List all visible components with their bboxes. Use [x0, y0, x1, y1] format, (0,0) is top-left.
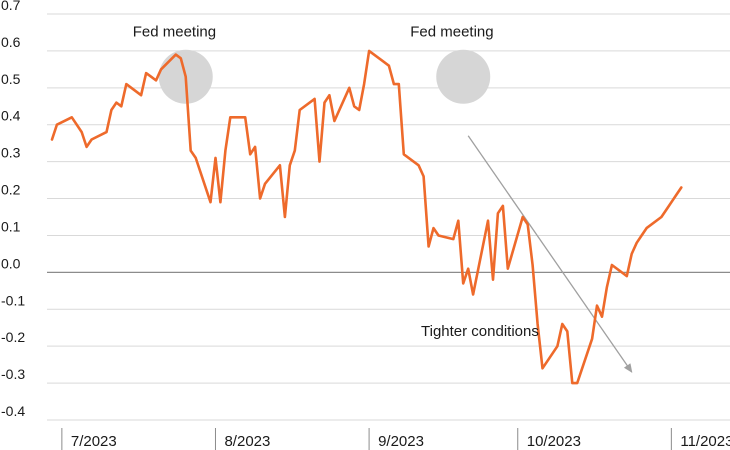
- x-tick-label: 8/2023: [224, 433, 270, 450]
- tighter-conditions-arrow: [467, 135, 633, 373]
- y-tick-label: 0.5: [1, 71, 21, 87]
- y-tick-label: -0.3: [1, 366, 25, 382]
- series-line: [50, 49, 683, 385]
- y-tick-label: -0.4: [1, 403, 25, 419]
- fed-meeting-label: Fed meeting: [133, 24, 216, 41]
- x-axis-ticks: 7/2023 8/2023 9/2023 10/2023 11/2023: [61, 428, 730, 450]
- tighter-conditions-label: Tighter conditions: [421, 323, 539, 340]
- y-tick-label: 0.6: [1, 34, 21, 50]
- trend-arrow: [467, 135, 633, 373]
- series-line-path: [50, 49, 683, 385]
- x-tick-label: 11/2023: [680, 433, 730, 450]
- y-tick-label: 0.1: [1, 218, 21, 234]
- fed-meeting-highlight: [436, 49, 491, 104]
- y-tick-label: -0.1: [1, 292, 25, 308]
- y-axis-tick-labels: 0.7 0.6 0.5 0.4 0.3 0.2 0.1 0.0 -0.1 -0.2 -0.3 -0.4: [1, 0, 25, 419]
- y-tick-label: 0.0: [1, 255, 21, 271]
- y-tick-label: 0.4: [1, 108, 21, 124]
- y-tick-label: -0.2: [1, 329, 25, 345]
- y-tick-label: 0.3: [1, 145, 21, 161]
- x-tick-label: 7/2023: [71, 433, 117, 450]
- y-tick-label: 0.7: [1, 0, 21, 13]
- annotation-labels: Fed meeting Fed meeting Tighter conditions: [133, 24, 539, 340]
- x-tick-label: 10/2023: [527, 433, 581, 450]
- fed-meeting-highlights: [158, 49, 491, 104]
- x-tick-label: 9/2023: [378, 433, 424, 450]
- y-tick-label: 0.2: [1, 182, 21, 198]
- fed-meeting-label: Fed meeting: [410, 24, 493, 41]
- gridlines: [47, 13, 730, 421]
